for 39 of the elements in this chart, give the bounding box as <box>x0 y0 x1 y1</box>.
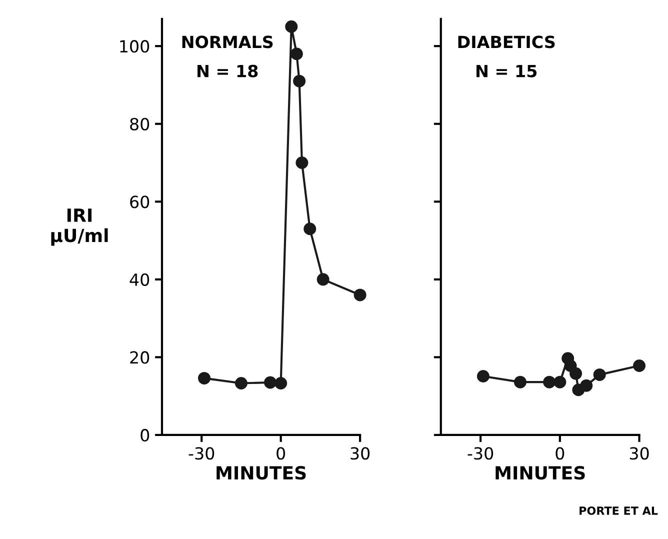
y-tick-label: 100 <box>120 40 150 53</box>
point <box>580 379 593 392</box>
point <box>570 367 582 380</box>
x-tick-label: -30 <box>468 447 494 460</box>
point <box>198 372 210 384</box>
point <box>264 376 277 389</box>
point <box>354 288 366 302</box>
x-tick-label: 0 <box>556 447 564 460</box>
point <box>290 48 303 60</box>
x-axis-title: MINUTES <box>216 466 306 480</box>
x-tick-label: 30 <box>630 447 649 460</box>
y-tick-label: 60 <box>130 196 150 208</box>
y-tick-label: 0 <box>140 428 150 442</box>
point <box>285 20 298 33</box>
point <box>593 368 606 381</box>
y-axis-title: IRI μU/ml <box>51 208 108 246</box>
point <box>304 222 316 236</box>
point <box>296 156 308 170</box>
x-tick-label: -30 <box>188 447 214 460</box>
point <box>476 370 490 382</box>
point <box>234 377 248 390</box>
point <box>633 360 646 372</box>
point <box>554 376 566 388</box>
text: NORMALS <box>182 36 273 48</box>
text: N = 18 <box>198 64 258 78</box>
y-tick-label: 40 <box>130 273 150 286</box>
point <box>274 377 288 390</box>
text: PORTE ET AL <box>580 506 658 515</box>
point <box>514 376 526 388</box>
point <box>316 273 330 286</box>
x-axis-title: MINUTES <box>496 466 585 480</box>
text: N = 15 <box>476 64 537 78</box>
x-tick-label: 30 <box>350 447 370 460</box>
y-tick-label: 20 <box>130 351 150 364</box>
x-tick-label: 0 <box>276 447 286 460</box>
point <box>543 376 556 388</box>
text: DIABETICS <box>458 36 555 48</box>
point <box>293 74 306 88</box>
y-tick-label: 80 <box>130 118 150 130</box>
